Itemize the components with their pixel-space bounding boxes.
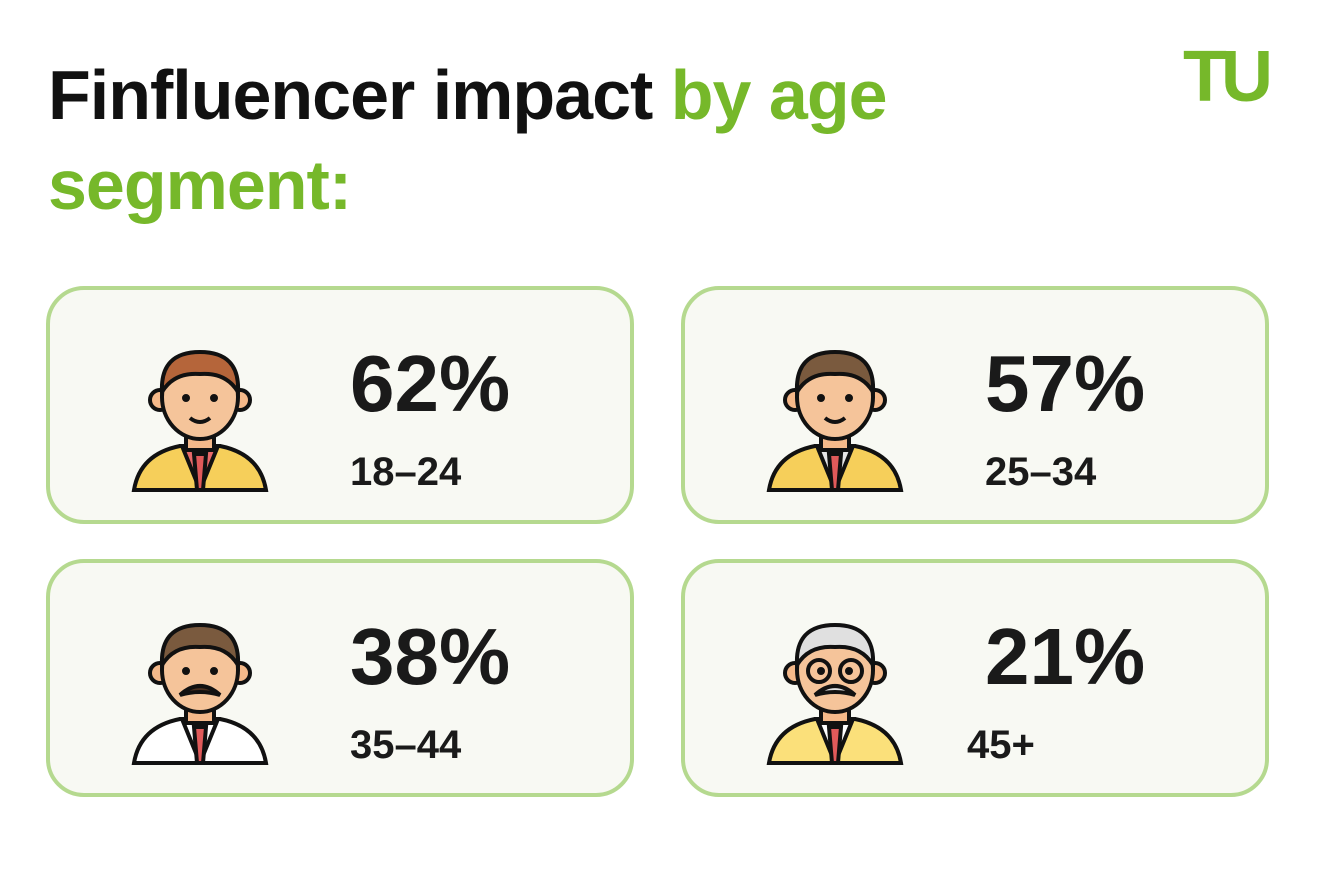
age-card: 62% 18–24 [46, 286, 634, 524]
avatar-part [191, 452, 209, 492]
title-accent: by age segment: [48, 56, 888, 224]
avatar-part [838, 658, 864, 684]
avatar-part [845, 667, 853, 675]
age-card: 57% 25–34 [681, 286, 1269, 524]
avatar [766, 349, 904, 492]
avatar-part [794, 349, 876, 399]
age-label: 45+ [967, 723, 1035, 767]
avatar-part [182, 394, 190, 402]
logo: TU [1183, 37, 1273, 117]
title-dark: Finfluencer impact [48, 56, 653, 134]
avatar [131, 349, 269, 492]
title: Finfluencer impact by age segment: [48, 50, 988, 230]
avatar-part [794, 622, 876, 672]
age-label: 25–34 [985, 450, 1097, 494]
avatar-part [845, 394, 853, 402]
avatar-part [188, 416, 212, 424]
avatar-part [826, 725, 844, 765]
avatar-part [210, 394, 218, 402]
avatar-part [813, 684, 857, 697]
avatar-part [182, 667, 190, 675]
avatar [131, 622, 269, 765]
avatar-part [817, 394, 825, 402]
avatar-part [210, 667, 218, 675]
avatar-part [159, 349, 241, 399]
avatar-part [178, 684, 222, 697]
avatar-part [817, 667, 825, 675]
avatar-part [191, 725, 209, 765]
percent: 21% [985, 612, 1146, 701]
avatar [766, 622, 904, 765]
avatar-part [159, 622, 241, 672]
age-card: 38% 35–44 [46, 559, 634, 797]
avatar-part [806, 658, 832, 684]
age-label: 35–44 [350, 723, 462, 767]
avatar-part [823, 416, 847, 424]
avatar-part [826, 452, 844, 492]
percent: 57% [985, 339, 1146, 428]
percent: 38% [350, 612, 511, 701]
percent: 62% [350, 339, 511, 428]
age-card: 21% 45+ [681, 559, 1269, 797]
age-label: 18–24 [350, 450, 462, 494]
